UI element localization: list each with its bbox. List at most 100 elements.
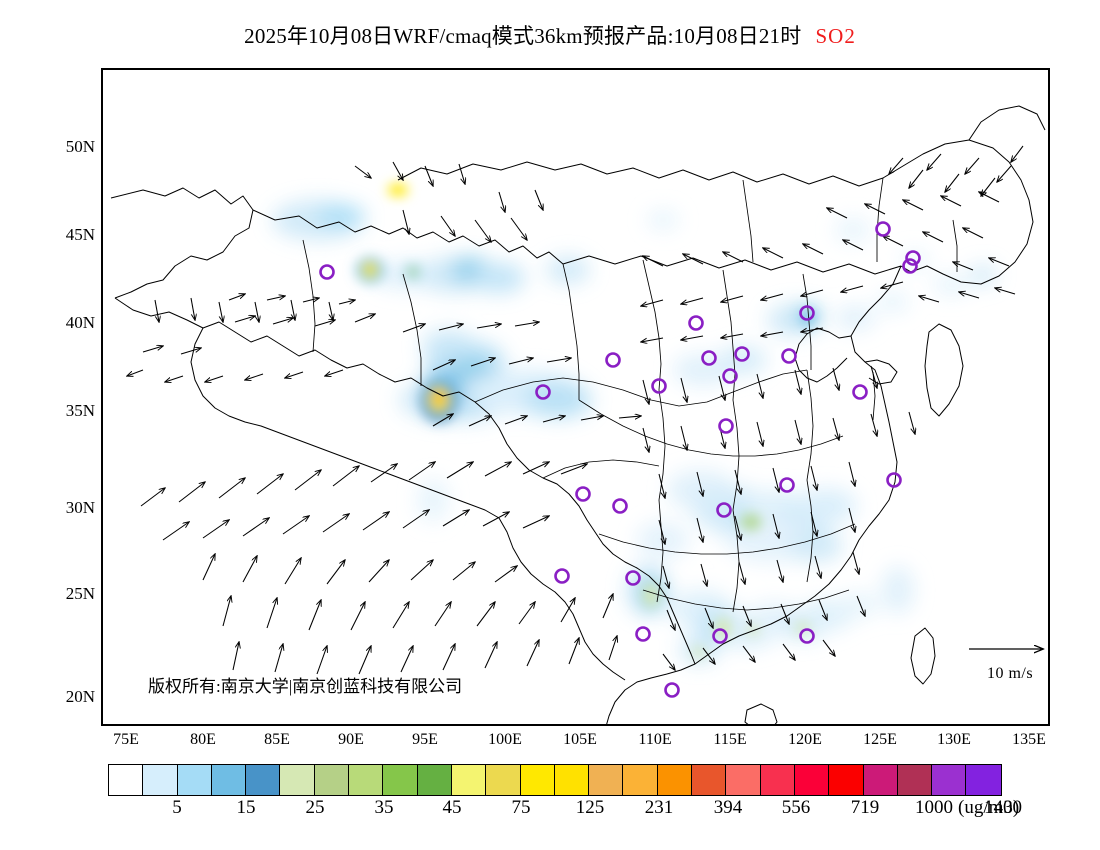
station-marker — [886, 472, 902, 488]
colorbar-swatch-18 — [726, 765, 761, 795]
station-marker — [799, 305, 815, 321]
colorbar-swatch-6 — [314, 765, 350, 795]
x-tick-label-125E: 125E — [863, 731, 897, 748]
colorbar-swatch-4 — [246, 765, 281, 795]
colorbar-swatch-23 — [897, 765, 933, 795]
station-marker — [712, 628, 728, 644]
colorbar-tick-1000: 1000 — [915, 797, 953, 818]
y-tick-label-30N: 30N — [65, 498, 95, 517]
colorbar-swatch-16 — [657, 765, 693, 795]
map-plot-area[interactable] — [101, 68, 1050, 726]
colorbar-swatch-11 — [486, 765, 521, 795]
y-tick-label-20N: 20N — [65, 687, 95, 706]
colorbar-swatch-24 — [932, 765, 967, 795]
x-tick-label-85E: 85E — [264, 731, 290, 748]
station-marker — [852, 384, 868, 400]
y-tick-label-40N: 40N — [65, 313, 95, 332]
colorbar-swatch-0 — [109, 765, 144, 795]
x-tick-label-130E: 130E — [937, 731, 971, 748]
colorbar-tick-1400: 1400 — [984, 797, 1022, 818]
station-marker — [635, 626, 651, 642]
station-marker — [875, 221, 891, 237]
colorbar-tick-125: 125 — [575, 797, 605, 818]
colorbar-tick-719: 719 — [850, 797, 880, 818]
so2-concentration-field — [272, 184, 997, 664]
colorbar-swatch-22 — [863, 765, 898, 795]
station-marker — [625, 570, 641, 586]
wind-scale-key: 10 m/s — [955, 640, 1065, 683]
colorbar-tick-556: 556 — [781, 797, 811, 818]
x-tick-label-95E: 95E — [412, 731, 438, 748]
colorbar-swatch-1 — [143, 765, 178, 795]
colorbar-swatch-14 — [589, 765, 624, 795]
colorbar-swatch-19 — [760, 765, 795, 795]
colorbar-tick-231: 231 — [644, 797, 674, 818]
colorbar-tick-45: 45 — [442, 797, 462, 818]
station-marker — [781, 348, 797, 364]
wind-scale-label: 10 m/s — [986, 665, 1034, 682]
station-marker — [688, 315, 704, 331]
colorbar-swatch-8 — [383, 765, 418, 795]
station-marker — [535, 384, 551, 400]
station-marker — [722, 368, 738, 384]
colorbar-tick-5: 5 — [172, 797, 182, 818]
colorbar-tick-35: 35 — [374, 797, 394, 818]
colorbar-swatch-5 — [280, 765, 315, 795]
station-marker — [905, 250, 921, 266]
x-tick-label-75E: 75E — [113, 731, 139, 748]
colorbar-swatch-3 — [211, 765, 247, 795]
station-marker — [664, 682, 680, 698]
station-marker — [734, 346, 750, 362]
y-tick-label-35N: 35N — [65, 401, 95, 420]
x-tick-label-90E: 90E — [338, 731, 364, 748]
title-species-label: SO2 — [815, 24, 856, 48]
colorbar-swatch-17 — [692, 765, 727, 795]
colorbar-swatch-20 — [794, 765, 830, 795]
station-marker — [718, 418, 734, 434]
colorbar-tick-394: 394 — [713, 797, 743, 818]
copyright-watermark: 版权所有:南京大学|南京创蓝科技有限公司 — [148, 677, 463, 696]
station-marker — [612, 498, 628, 514]
colorbar-tick-15: 15 — [236, 797, 256, 818]
x-tick-label-105E: 105E — [563, 731, 597, 748]
map-canvas — [110, 105, 1046, 724]
station-marker — [651, 378, 667, 394]
colorbar-swatch-2 — [177, 765, 212, 795]
y-tick-label-50N: 50N — [65, 137, 95, 156]
page-title: 2025年10月08日WRF/cmaq模式36km预报产品:10月08日21时 S… — [0, 20, 1100, 50]
x-tick-label-100E: 100E — [488, 731, 522, 748]
x-tick-label-115E: 115E — [713, 731, 747, 748]
colorbar-tick-25: 25 — [305, 797, 325, 818]
wind-vector-field — [127, 145, 1024, 675]
x-tick-label-80E: 80E — [190, 731, 216, 748]
arrow-right-icon — [969, 640, 1055, 658]
map-coastlines — [110, 105, 1046, 724]
colorbar-tick-75: 75 — [511, 797, 531, 818]
colorbar-unit-label: (ug/m3) — [958, 797, 1020, 818]
x-tick-label-110E: 110E — [638, 731, 672, 748]
station-marker — [716, 502, 732, 518]
station-marker — [701, 350, 717, 366]
colorbar-swatch-9 — [417, 765, 452, 795]
station-marker — [554, 568, 570, 584]
x-tick-label-120E: 120E — [788, 731, 822, 748]
colorbar-swatch-12 — [520, 765, 555, 795]
colorbar-swatch-25 — [966, 765, 1001, 795]
y-tick-label-25N: 25N — [65, 584, 95, 603]
station-marker — [902, 258, 918, 274]
colorbar-swatch-7 — [349, 765, 384, 795]
station-marker — [779, 477, 795, 493]
station-marker — [319, 264, 335, 280]
station-marker — [575, 486, 591, 502]
colorbar-swatch-10 — [451, 765, 487, 795]
colorbar-swatch-21 — [829, 765, 864, 795]
colorbar-swatch-13 — [554, 765, 590, 795]
station-marker — [605, 352, 621, 368]
colorbar-swatch-15 — [623, 765, 658, 795]
station-marker — [799, 628, 815, 644]
title-main-text: 2025年10月08日WRF/cmaq模式36km预报产品:10月08日21时 — [244, 24, 802, 48]
station-marker-group[interactable] — [319, 221, 921, 698]
colorbar — [108, 764, 1002, 796]
x-tick-label-135E: 135E — [1012, 731, 1046, 748]
